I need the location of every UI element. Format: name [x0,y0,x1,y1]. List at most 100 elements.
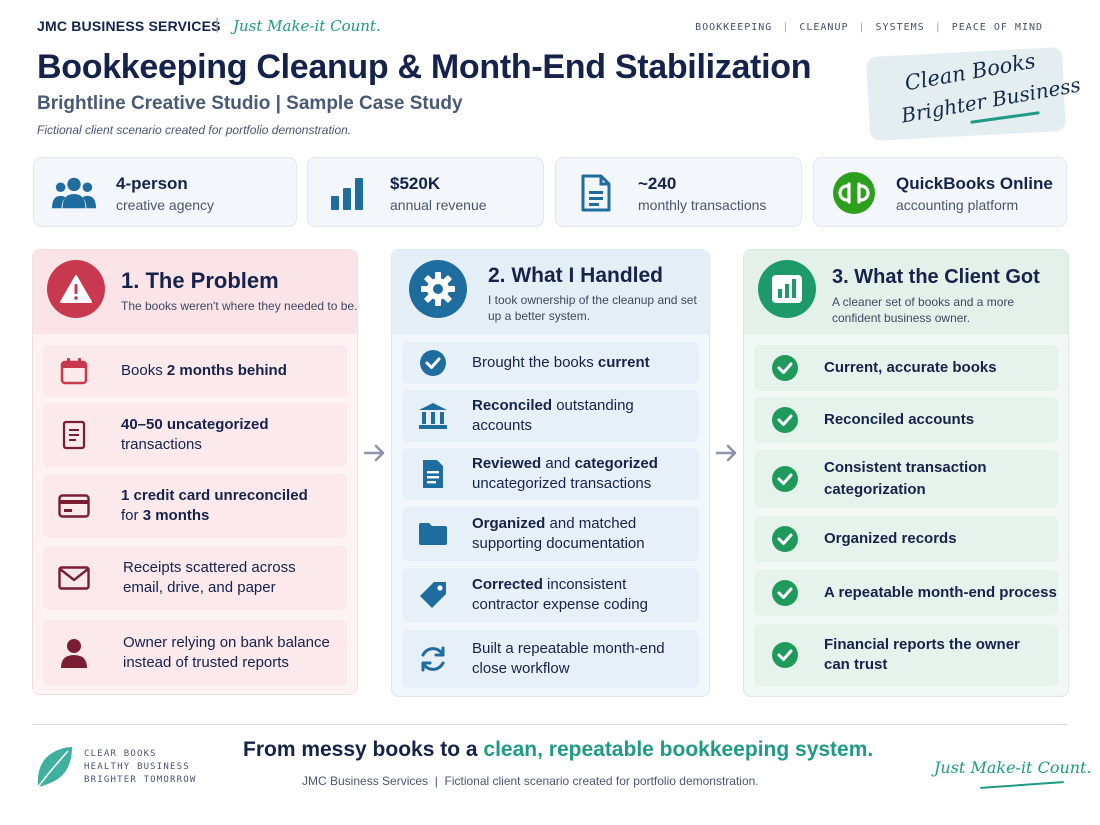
brand-name: JMC BUSINESS SERVICES [37,18,221,34]
folder-icon [416,517,450,551]
bank-icon [416,399,450,433]
handled-item: Built a repeatable month-end close workfl… [402,630,699,688]
document-icon [574,174,618,212]
result-item: Organized records [754,516,1058,562]
handled-item: Corrected inconsistent contractor expense… [402,568,699,622]
handled-item-text: Reviewed and categorized uncategorized tr… [472,455,658,492]
stat-card-transactions: ~240 monthly transactions [555,157,802,227]
tag-icon [416,578,450,612]
person-icon [57,636,91,670]
result-item-text: Financial reports the owner can trust [824,636,1020,673]
result-item-text: Consistent transaction categorization [824,459,987,498]
handled-item-text: Corrected inconsistent contractor expense… [472,576,648,613]
nav-separator: | [858,22,866,33]
problem-item-text: 1 credit card unreconciled for 3 months [121,487,308,524]
nav-separator: | [934,22,942,33]
problem-column: 1. The Problem The books weren't where t… [32,249,358,695]
bar-chart-icon [326,174,370,212]
result-item-text: Reconciled accounts [824,411,975,428]
problem-item: Books 2 months behind [43,345,347,397]
leaf-icon [37,747,72,788]
check-circle-icon [416,346,450,380]
check-circle-icon [768,351,802,385]
gear-icon [409,260,467,318]
page-subtitle: Brightline Creative Studio | Sample Case… [37,93,463,114]
problem-item-text: Books 2 months behind [121,362,287,379]
page-title: Bookkeeping Cleanup & Month-End Stabiliz… [37,48,812,86]
footer-signature: Just Make-it Count. [934,758,1092,777]
bar-chart-icon [758,260,816,318]
stat-value: 4-person [116,174,188,193]
footer-motto: CLEAR BOOKS HEALTHY BUSINESS BRIGHTER TO… [84,749,197,785]
stat-label: annual revenue [390,197,487,213]
handled-desc: I took ownership of the cleanup and set … [488,293,697,323]
signature-underline [980,781,1064,789]
handled-item-text: Organized and matched supporting document… [472,515,645,552]
handled-item: Reviewed and categorized uncategorized tr… [402,448,699,500]
brand-tagline: Just Make-it Count. [233,17,381,35]
calendar-icon [57,354,91,388]
handled-column: 2. What I Handled I took ownership of th… [391,249,710,697]
refresh-icon [416,642,450,676]
top-bar: JMC BUSINESS SERVICES | Just Make-it Cou… [37,16,1067,38]
problem-item-text: 40–50 uncategorized transactions [121,416,269,453]
problem-title: 1. The Problem [121,268,279,293]
results-column: 3. What the Client Got A cleaner set of … [743,249,1069,697]
check-circle-icon [768,403,802,437]
nav-item-cleanup: CLEANUP [799,22,849,33]
arrow-right-icon [715,444,737,462]
check-circle-icon [768,522,802,556]
result-item: Current, accurate books [754,345,1058,391]
quickbooks-logo-icon [832,172,876,214]
stat-label: creative agency [116,197,215,213]
disclaimer: Fictional client scenario created for po… [37,123,352,137]
team-icon [52,174,96,212]
handled-title: 2. What I Handled [488,264,664,287]
result-item-text: Organized records [824,530,957,547]
footer-tagline: From messy books to a clean, repeatable … [243,738,874,761]
result-item: Financial reports the owner can trust [754,624,1058,686]
document-icon [416,457,450,491]
stat-label: accounting platform [896,197,1019,213]
mail-icon [57,561,91,595]
handled-item-text: Built a repeatable month-end close workfl… [472,640,665,677]
brand-separator: | [215,16,220,33]
problem-header: 1. The Problem The books weren't where t… [33,250,357,334]
result-item: Reconciled accounts [754,397,1058,443]
check-circle-icon [768,576,802,610]
check-circle-icon [768,638,802,672]
handled-item-text: Brought the books current [472,354,650,371]
warning-icon [47,260,105,318]
problem-item: 1 credit card unreconciled for 3 months [43,474,347,538]
nav-item-peace-of-mind: PEACE OF MIND [951,22,1043,33]
problem-item-text: Owner relying on bank balance instead of … [123,634,330,671]
result-item-text: Current, accurate books [824,359,997,376]
stat-label: monthly transactions [638,197,767,213]
arrow-right-icon [363,444,385,462]
stat-value: $520K [390,174,441,193]
problem-desc: The books weren't where they needed to b… [121,299,358,313]
handled-item: Organized and matched supporting document… [402,507,699,561]
nav-item-bookkeeping: BOOKKEEPING [695,22,773,33]
result-item: Consistent transaction categorization [754,450,1058,508]
check-circle-icon [768,462,802,496]
nav-item-systems: SYSTEMS [875,22,925,33]
stat-card-revenue: $520K annual revenue [307,157,544,227]
problem-item: Receipts scattered across email, drive, a… [43,546,347,610]
handled-item: Reconciled outstanding accounts [402,390,699,442]
handled-item: Brought the books current [402,342,699,384]
problem-item: 40–50 uncategorized transactions [43,403,347,467]
results-desc: A cleaner set of books and a more confid… [832,295,1015,325]
stat-card-platform: QuickBooks Online accounting platform [813,157,1067,227]
footer-meta: JMC Business Services | Fictional client… [302,774,759,788]
receipt-icon [57,418,91,452]
results-title: 3. What the Client Got [832,266,1040,288]
problem-item: Owner relying on bank balance instead of … [43,620,347,686]
result-item-text: A repeatable month-end process [824,584,1057,601]
handled-item-text: Reconciled outstanding accounts [472,397,634,434]
problem-item-text: Receipts scattered across email, drive, a… [123,559,296,596]
result-item: A repeatable month-end process [754,570,1058,616]
nav-separator: | [782,22,790,33]
results-header: 3. What the Client Got A cleaner set of … [744,250,1068,334]
footer-divider [32,724,1068,725]
